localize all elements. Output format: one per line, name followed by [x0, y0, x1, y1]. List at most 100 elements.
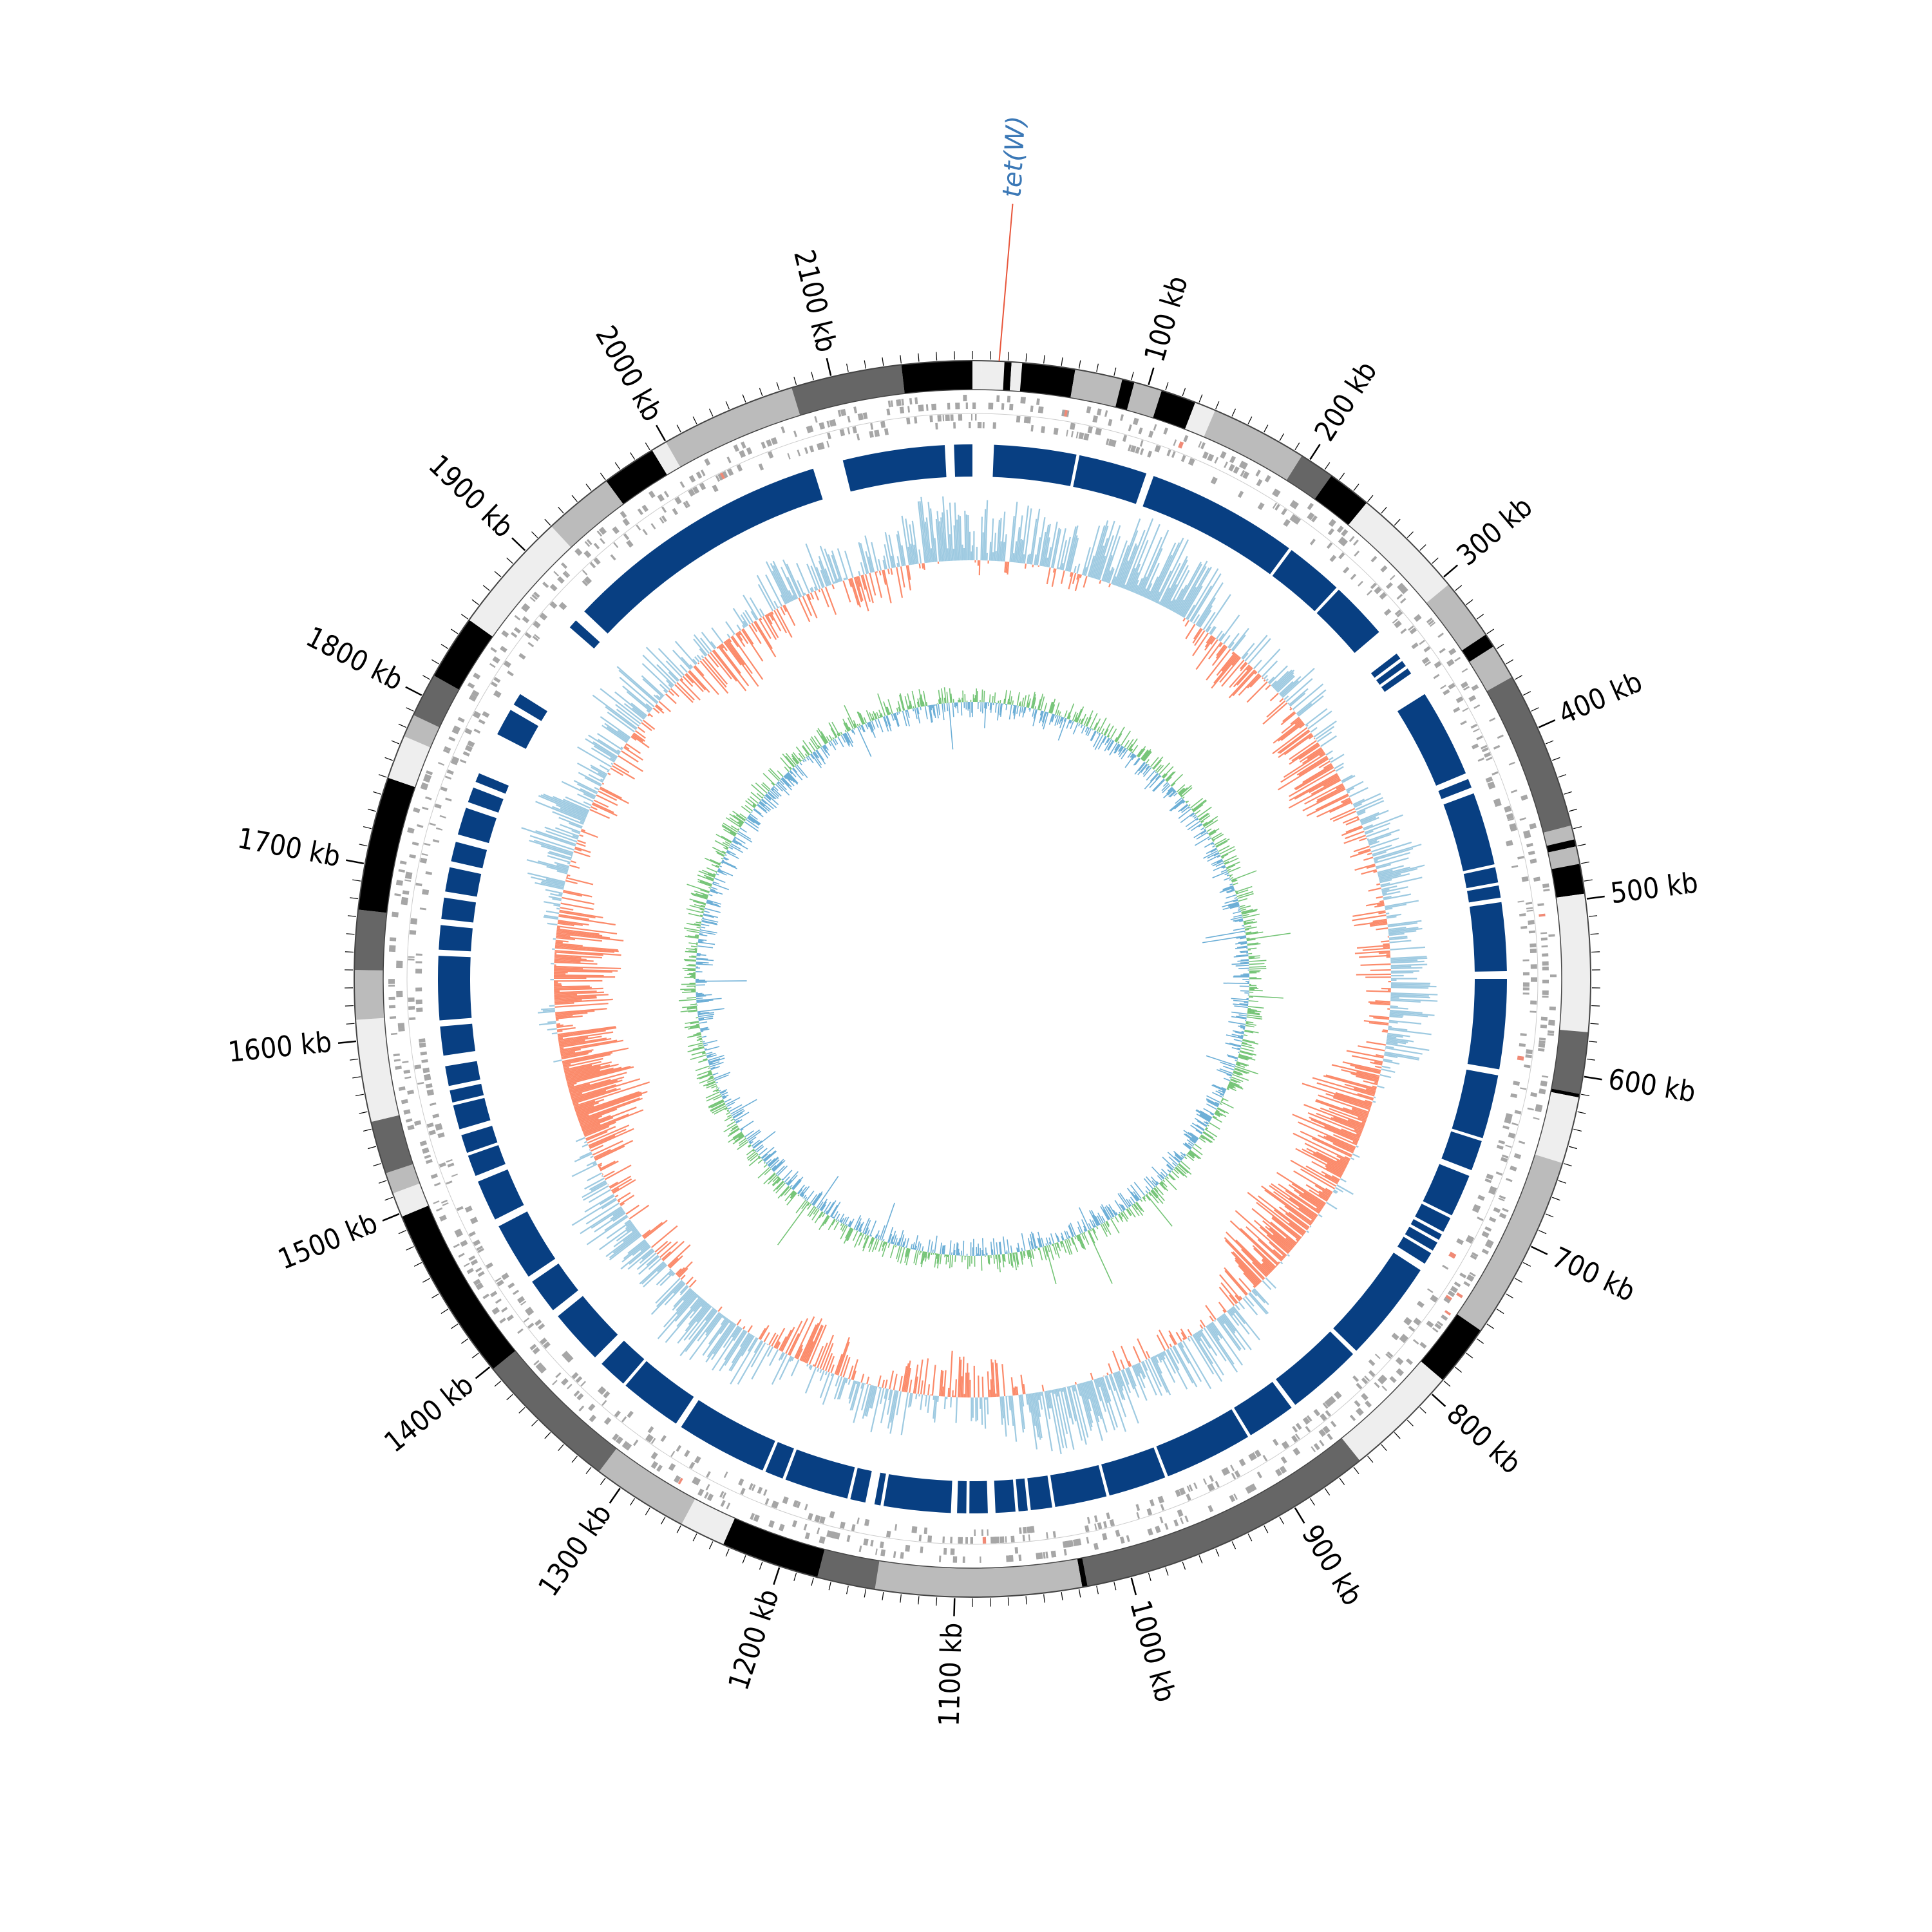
gc-skew-bar [700, 904, 706, 907]
gc-content-bar [583, 1141, 587, 1144]
gc-content-bar [889, 1390, 899, 1434]
gc-skew-bar [697, 1070, 712, 1076]
gc-content-bar [1076, 573, 1079, 580]
gc-content-bar [577, 746, 612, 768]
gc-skew-bar [862, 1235, 870, 1252]
cds-block [1149, 1499, 1155, 1507]
gc-content-bar [620, 1244, 650, 1270]
gc-skew-bar [1146, 759, 1150, 764]
cds-block [971, 414, 972, 421]
gc-content-bar [1227, 1309, 1233, 1316]
gc-content-bar [1363, 824, 1373, 829]
gc-skew-bar [1150, 772, 1159, 782]
gc-content-bar [648, 1258, 662, 1270]
gc-skew-bar [1130, 1184, 1142, 1199]
gc-skew-bar [1242, 913, 1260, 919]
gc-skew-bar [1075, 1235, 1079, 1242]
gc-content-bar [1307, 1112, 1362, 1135]
gc-content-bar [556, 927, 560, 929]
gc-skew-bar [1043, 703, 1048, 712]
cds-block [507, 1282, 515, 1289]
gc-skew-bar [725, 1097, 741, 1106]
gc-skew-bar [1041, 1237, 1045, 1247]
gc-content-bar [1320, 1107, 1365, 1126]
gc-content-bar [1069, 538, 1079, 573]
gc-skew-bar [1128, 1204, 1131, 1207]
gc-skew-bar [1185, 817, 1198, 828]
cds-block [410, 918, 418, 922]
minor-tick [1564, 791, 1572, 795]
gc-skew-bar [1249, 989, 1263, 992]
gc-content-bar [1384, 1052, 1419, 1061]
gc-skew-bar [1199, 813, 1210, 821]
gc-skew-bar [703, 914, 714, 918]
cds-block [507, 670, 514, 677]
gc-content-bar [1192, 632, 1209, 656]
gc-content-bar [1253, 1247, 1276, 1269]
minor-tick [1294, 442, 1300, 450]
cds-block [1126, 1535, 1130, 1542]
gc-skew-bar [1221, 866, 1226, 869]
gc-skew-bar [1138, 748, 1146, 758]
gc-skew-bar [1181, 806, 1190, 813]
gc-skew-bar [770, 788, 780, 797]
gc-content-bar [818, 556, 831, 586]
gc-skew-bar [1189, 813, 1195, 817]
gc-content-bar [712, 650, 737, 682]
gc-content-bar [1083, 1381, 1090, 1399]
gc-skew-bar [696, 1032, 701, 1034]
gc-content-bar [1325, 1074, 1377, 1090]
gc-skew-bar [936, 1253, 939, 1264]
cds-block [768, 1520, 775, 1528]
gc-content-bar [905, 1367, 911, 1393]
cds-block [1432, 1327, 1439, 1333]
gc-content-bar [615, 704, 641, 724]
contig-segment [972, 361, 981, 390]
gc-content-bar [1142, 588, 1147, 597]
gc-skew-bar [1106, 725, 1114, 737]
gc-content-bar [856, 576, 861, 587]
gc-content-bar [1166, 600, 1172, 609]
cds-block [1146, 1508, 1153, 1516]
minor-tick [1496, 1309, 1504, 1314]
gc-content-bar [1386, 1041, 1398, 1045]
cds-block [415, 969, 422, 974]
gc-skew-bar [1211, 832, 1222, 840]
gc-content-bar [707, 654, 719, 668]
gc-content-bar [896, 1391, 902, 1416]
gc-content-bar [1193, 614, 1200, 624]
cds-block [467, 741, 475, 748]
gc-content-bar [636, 1252, 657, 1271]
gc-content-bar [1246, 681, 1268, 703]
gc-skew-bar [943, 687, 947, 704]
gc-content-bar [578, 1097, 640, 1121]
gc-content-bar [1368, 1021, 1389, 1026]
gc-content-bar [559, 911, 596, 919]
gc-content-bar [1370, 969, 1391, 971]
cds-block [1273, 1439, 1279, 1446]
cds-block [857, 1517, 860, 1524]
cds-block [1485, 776, 1493, 783]
gc-content-bar [1264, 1189, 1312, 1225]
cds-block [1294, 1434, 1300, 1440]
gc-content-bar [643, 1220, 668, 1240]
cds-block [422, 777, 431, 783]
gc-content-bar [929, 508, 936, 562]
gc-content-bar [1161, 556, 1188, 607]
gc-skew-bar [706, 1055, 711, 1057]
gc-skew-bar [1162, 784, 1171, 793]
gc-content-bar [645, 647, 680, 681]
cds-block [535, 1319, 542, 1326]
gc-content-bar [531, 876, 565, 886]
cds-block [1104, 410, 1108, 417]
gc-skew-bar [1152, 756, 1164, 770]
gc-skew-bar [917, 698, 920, 708]
gc-skew-bar [1224, 898, 1238, 904]
gc-content-bar [1390, 999, 1421, 1003]
gc-skew-bar [1166, 1176, 1170, 1179]
gc-content-bar [639, 1261, 665, 1285]
gc-skew-bar [791, 755, 799, 764]
cds-block [1526, 909, 1533, 912]
contig-segment [1469, 646, 1512, 692]
gc-content-bar [1073, 565, 1077, 573]
